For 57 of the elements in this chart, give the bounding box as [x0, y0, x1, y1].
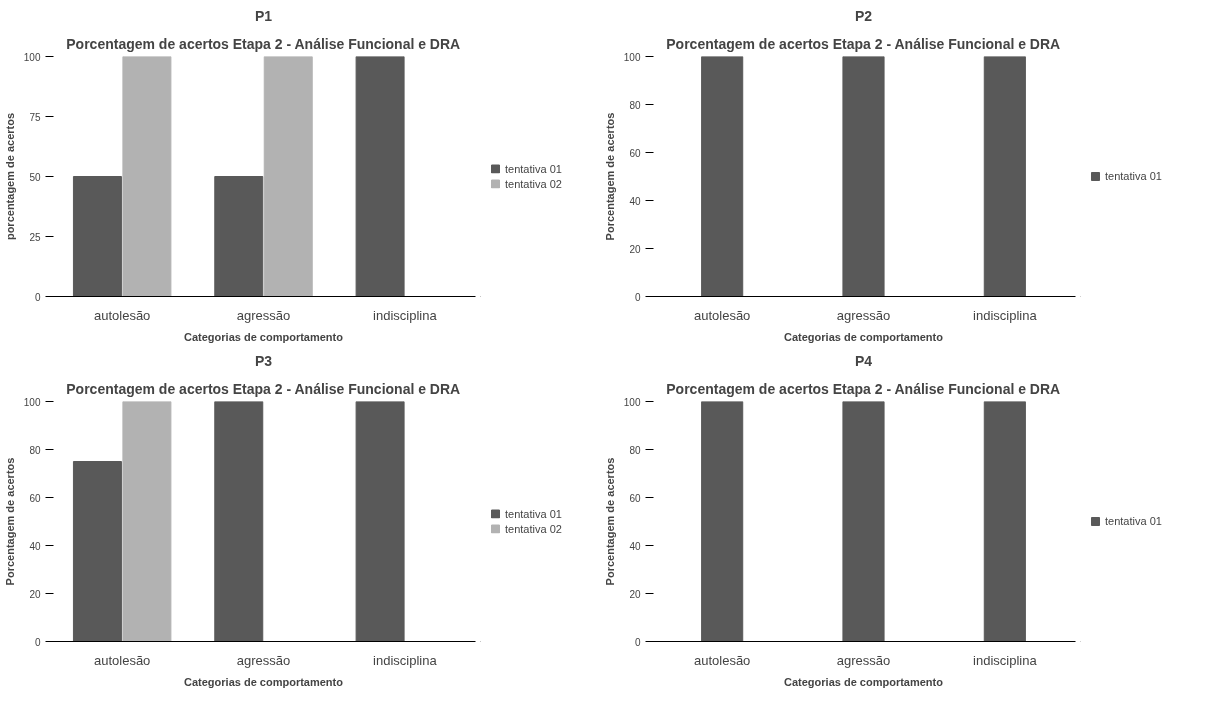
- y-tick-label: 20: [29, 588, 41, 600]
- x-tick-label: indisciplina: [973, 652, 1038, 668]
- y-tick-label: 40: [29, 540, 41, 552]
- chart-subtitle: Porcentagem de acertos Etapa 2 - Análise Funcional e DRA: [666, 380, 1061, 397]
- x-tick-label: indisciplina: [373, 307, 438, 323]
- legend-label: tentativa 02: [505, 177, 562, 190]
- x-tick-label: agressão: [236, 652, 291, 668]
- y-tick-label: 20: [629, 243, 641, 255]
- x-tick-label: autolesão: [693, 307, 751, 323]
- chart-title: P1: [254, 7, 273, 24]
- x-tick-label: autolesão: [93, 652, 151, 668]
- y-tick-label: 60: [629, 492, 641, 504]
- x-tick-label: autolesão: [693, 652, 751, 668]
- y-tick-label: 0: [34, 636, 41, 648]
- y-tick-label: 100: [23, 51, 41, 63]
- y-axis-title: porcentagem de acertos: [3, 112, 16, 241]
- y-axis-title: Porcentagem de acertos: [603, 457, 616, 586]
- x-axis-title: Categorias de comportamento: [784, 330, 944, 343]
- legend-label: tentativa 01: [1105, 170, 1162, 182]
- y-axis-title: Porcentagem de acertos: [3, 457, 16, 586]
- x-tick-label: autolesão: [93, 307, 151, 323]
- y-tick-label: 75: [29, 111, 41, 123]
- y-tick-label: 60: [29, 492, 41, 504]
- legend-label: tentativa 01: [505, 162, 562, 175]
- y-tick-label: 0: [634, 636, 641, 648]
- chart-subtitle: Porcentagem de acertos Etapa 2 - Análise Funcional e DRA: [66, 380, 461, 397]
- y-tick-label: 100: [23, 396, 41, 408]
- y-tick-label: 0: [634, 291, 641, 303]
- y-tick-label: 25: [29, 231, 41, 243]
- y-tick-label: 100: [623, 396, 641, 408]
- y-tick-label: 100: [623, 51, 641, 63]
- x-tick-label: agressão: [836, 307, 891, 323]
- chart-subtitle: Porcentagem de acertos Etapa 2 - Análise Funcional e DRA: [66, 35, 461, 52]
- legend-label: tentativa 02: [505, 522, 562, 535]
- chart-title: P2: [854, 7, 873, 24]
- y-axis-title: Porcentagem de acertos: [603, 112, 616, 241]
- y-tick-label: 80: [629, 444, 641, 456]
- x-tick-label: indisciplina: [373, 652, 438, 668]
- x-tick-label: agressão: [236, 307, 291, 323]
- x-axis-title: Categorias de comportamento: [184, 675, 344, 688]
- y-tick-label: 20: [629, 588, 641, 600]
- x-axis-title: Categorias de comportamento: [184, 330, 344, 343]
- chart-title: P4: [854, 352, 873, 369]
- y-tick-label: 80: [29, 444, 41, 456]
- y-tick-label: 40: [629, 540, 641, 552]
- chart-subtitle: Porcentagem de acertos Etapa 2 - Análise Funcional e DRA: [666, 35, 1061, 52]
- x-tick-label: agressão: [836, 652, 891, 668]
- legend-label: tentativa 01: [1105, 515, 1162, 527]
- chart-title: P3: [254, 352, 273, 369]
- x-tick-label: indisciplina: [973, 307, 1038, 323]
- x-axis-title: Categorias de comportamento: [784, 675, 944, 688]
- y-tick-label: 50: [29, 171, 41, 183]
- y-tick-label: 40: [629, 195, 641, 207]
- y-tick-label: 80: [629, 99, 641, 111]
- legend-label: tentativa 01: [505, 507, 562, 520]
- y-tick-label: 60: [629, 147, 641, 159]
- y-tick-label: 0: [34, 291, 41, 303]
